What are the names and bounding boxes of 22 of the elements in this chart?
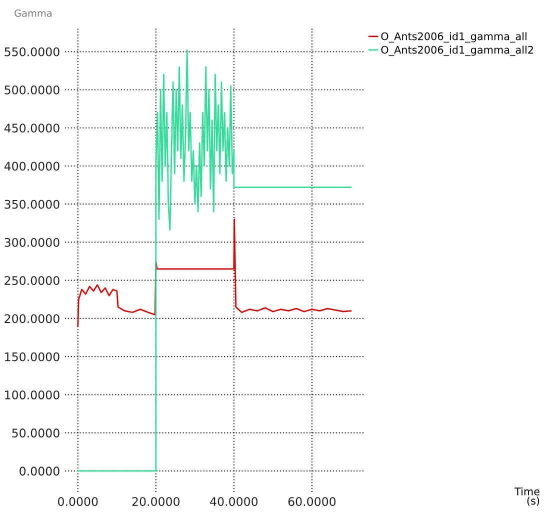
line-series xyxy=(77,218,352,327)
x-tick-label: 60.0000 xyxy=(288,497,336,506)
y-tick-label: 550.0000 xyxy=(4,47,60,56)
y-tick-label: 150.0000 xyxy=(5,352,60,362)
y-tick-label: 250.0000 xyxy=(4,276,60,286)
y-tick-label: 400.0000 xyxy=(4,162,60,171)
y-tick-label: 200.0000 xyxy=(4,314,60,324)
y-tick-label: 0.0000 xyxy=(20,466,60,476)
legend-label: O_Ants2006_id1_gamma_all xyxy=(381,32,526,43)
x-tick-label: 20.0000 xyxy=(132,497,180,506)
x-tick-label: 40.0000 xyxy=(210,497,258,506)
x-tick-label: 0.0000 xyxy=(58,497,98,506)
text: Time (s) xyxy=(514,487,540,506)
y-tick-label: 350.0000 xyxy=(4,200,60,209)
legend-label: O_Ants2006_id1_gamma_all2 xyxy=(381,46,533,56)
line-series xyxy=(77,49,352,472)
y-tick-label: 450.0000 xyxy=(4,124,60,133)
y-tick-label: 100.0000 xyxy=(5,390,60,400)
y-tick-label: 500.0000 xyxy=(4,85,60,94)
y-tick-label: 50.0000 xyxy=(12,428,60,438)
y-axis-title: Gamma xyxy=(14,9,52,17)
y-tick-label: 300.0000 xyxy=(4,238,60,247)
